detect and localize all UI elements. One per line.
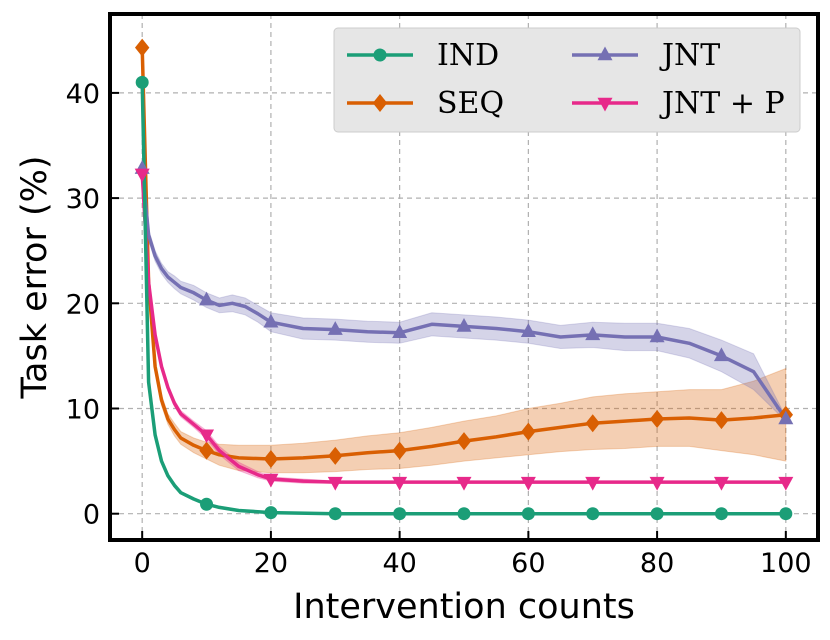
marker-seq [585, 414, 600, 433]
x-tick-label: 0 [134, 548, 151, 579]
marker-seq [649, 410, 665, 429]
legend-marker-ind [373, 48, 387, 62]
marker-seq [328, 446, 343, 465]
marker-seq [263, 449, 279, 468]
marker-ind [586, 507, 600, 521]
marker-seq [456, 432, 472, 451]
marker-seq [714, 411, 729, 430]
marker-jnt-p [199, 429, 215, 444]
marker-jnt [778, 410, 794, 425]
x-tick-label: 20 [254, 548, 288, 579]
legend-label-seq: SEQ [437, 86, 504, 121]
marker-jnt [713, 347, 729, 362]
marker-seq [134, 38, 150, 57]
marker-seq [521, 422, 536, 441]
marker-ind [264, 506, 278, 520]
x-tick-label: 40 [382, 548, 416, 579]
marker-jnt [327, 321, 343, 335]
line-jnt-p [140, 173, 786, 484]
legend: IND SEQ JNT JNT + P [333, 27, 801, 133]
marker-jnt-p [520, 476, 536, 491]
marker-ind [457, 507, 471, 521]
y-axis-label: Task error (%) [15, 155, 55, 399]
legend-label-jnt: JNT [659, 38, 720, 73]
grid [110, 14, 818, 540]
marker-ind [200, 497, 214, 511]
legend-marker-seq [372, 94, 388, 112]
legend-marker-jnt [597, 46, 613, 61]
x-tick-label: 100 [760, 548, 812, 579]
marker-ind [135, 75, 149, 89]
marker-jnt [263, 313, 279, 328]
legend-label-jnt-p: JNT + P [659, 86, 785, 121]
series-markers [134, 38, 794, 521]
band-jnt [141, 168, 787, 423]
x-axis-label: Intervention counts [293, 587, 635, 627]
line-ind [140, 82, 786, 516]
x-tick-label: 60 [511, 548, 545, 579]
marker-jnt [585, 326, 601, 341]
marker-ind [714, 507, 728, 521]
axis-ticks: 0 20 40 60 80 100 0 10 20 30 40 [66, 79, 812, 579]
plot-frame [108, 12, 820, 542]
marker-ind [521, 507, 535, 521]
marker-ind [779, 507, 793, 521]
y-tick-label: 20 [66, 289, 100, 320]
marker-jnt [456, 317, 472, 332]
marker-jnt-p [327, 476, 343, 491]
marker-jnt-p [778, 476, 794, 491]
marker-jnt [649, 328, 665, 343]
x-tick-label: 80 [640, 548, 674, 579]
marker-jnt-p [263, 473, 279, 488]
marker-ind [393, 507, 407, 521]
marker-jnt-p [392, 476, 408, 491]
marker-jnt-p [585, 476, 601, 491]
marker-jnt-p [456, 476, 472, 491]
marker-jnt [199, 291, 215, 306]
legend-label-ind: IND [437, 38, 499, 73]
series-lines [140, 47, 788, 516]
marker-seq [392, 441, 407, 460]
y-tick-label: 10 [66, 395, 100, 426]
marker-jnt-p [713, 476, 729, 491]
y-tick-label: 40 [66, 79, 100, 110]
y-tick-label: 0 [83, 500, 100, 531]
marker-ind [328, 507, 342, 521]
legend-marker-jnt-p [597, 97, 613, 112]
legend-box [333, 27, 801, 133]
y-tick-label: 30 [66, 184, 100, 215]
line-seq [140, 47, 786, 461]
marker-seq [199, 441, 214, 460]
marker-ind [650, 507, 664, 521]
marker-jnt [520, 323, 536, 337]
marker-jnt [392, 324, 408, 339]
line-jnt [140, 168, 788, 420]
marker-jnt-p [134, 168, 150, 183]
marker-jnt-p [649, 476, 665, 491]
